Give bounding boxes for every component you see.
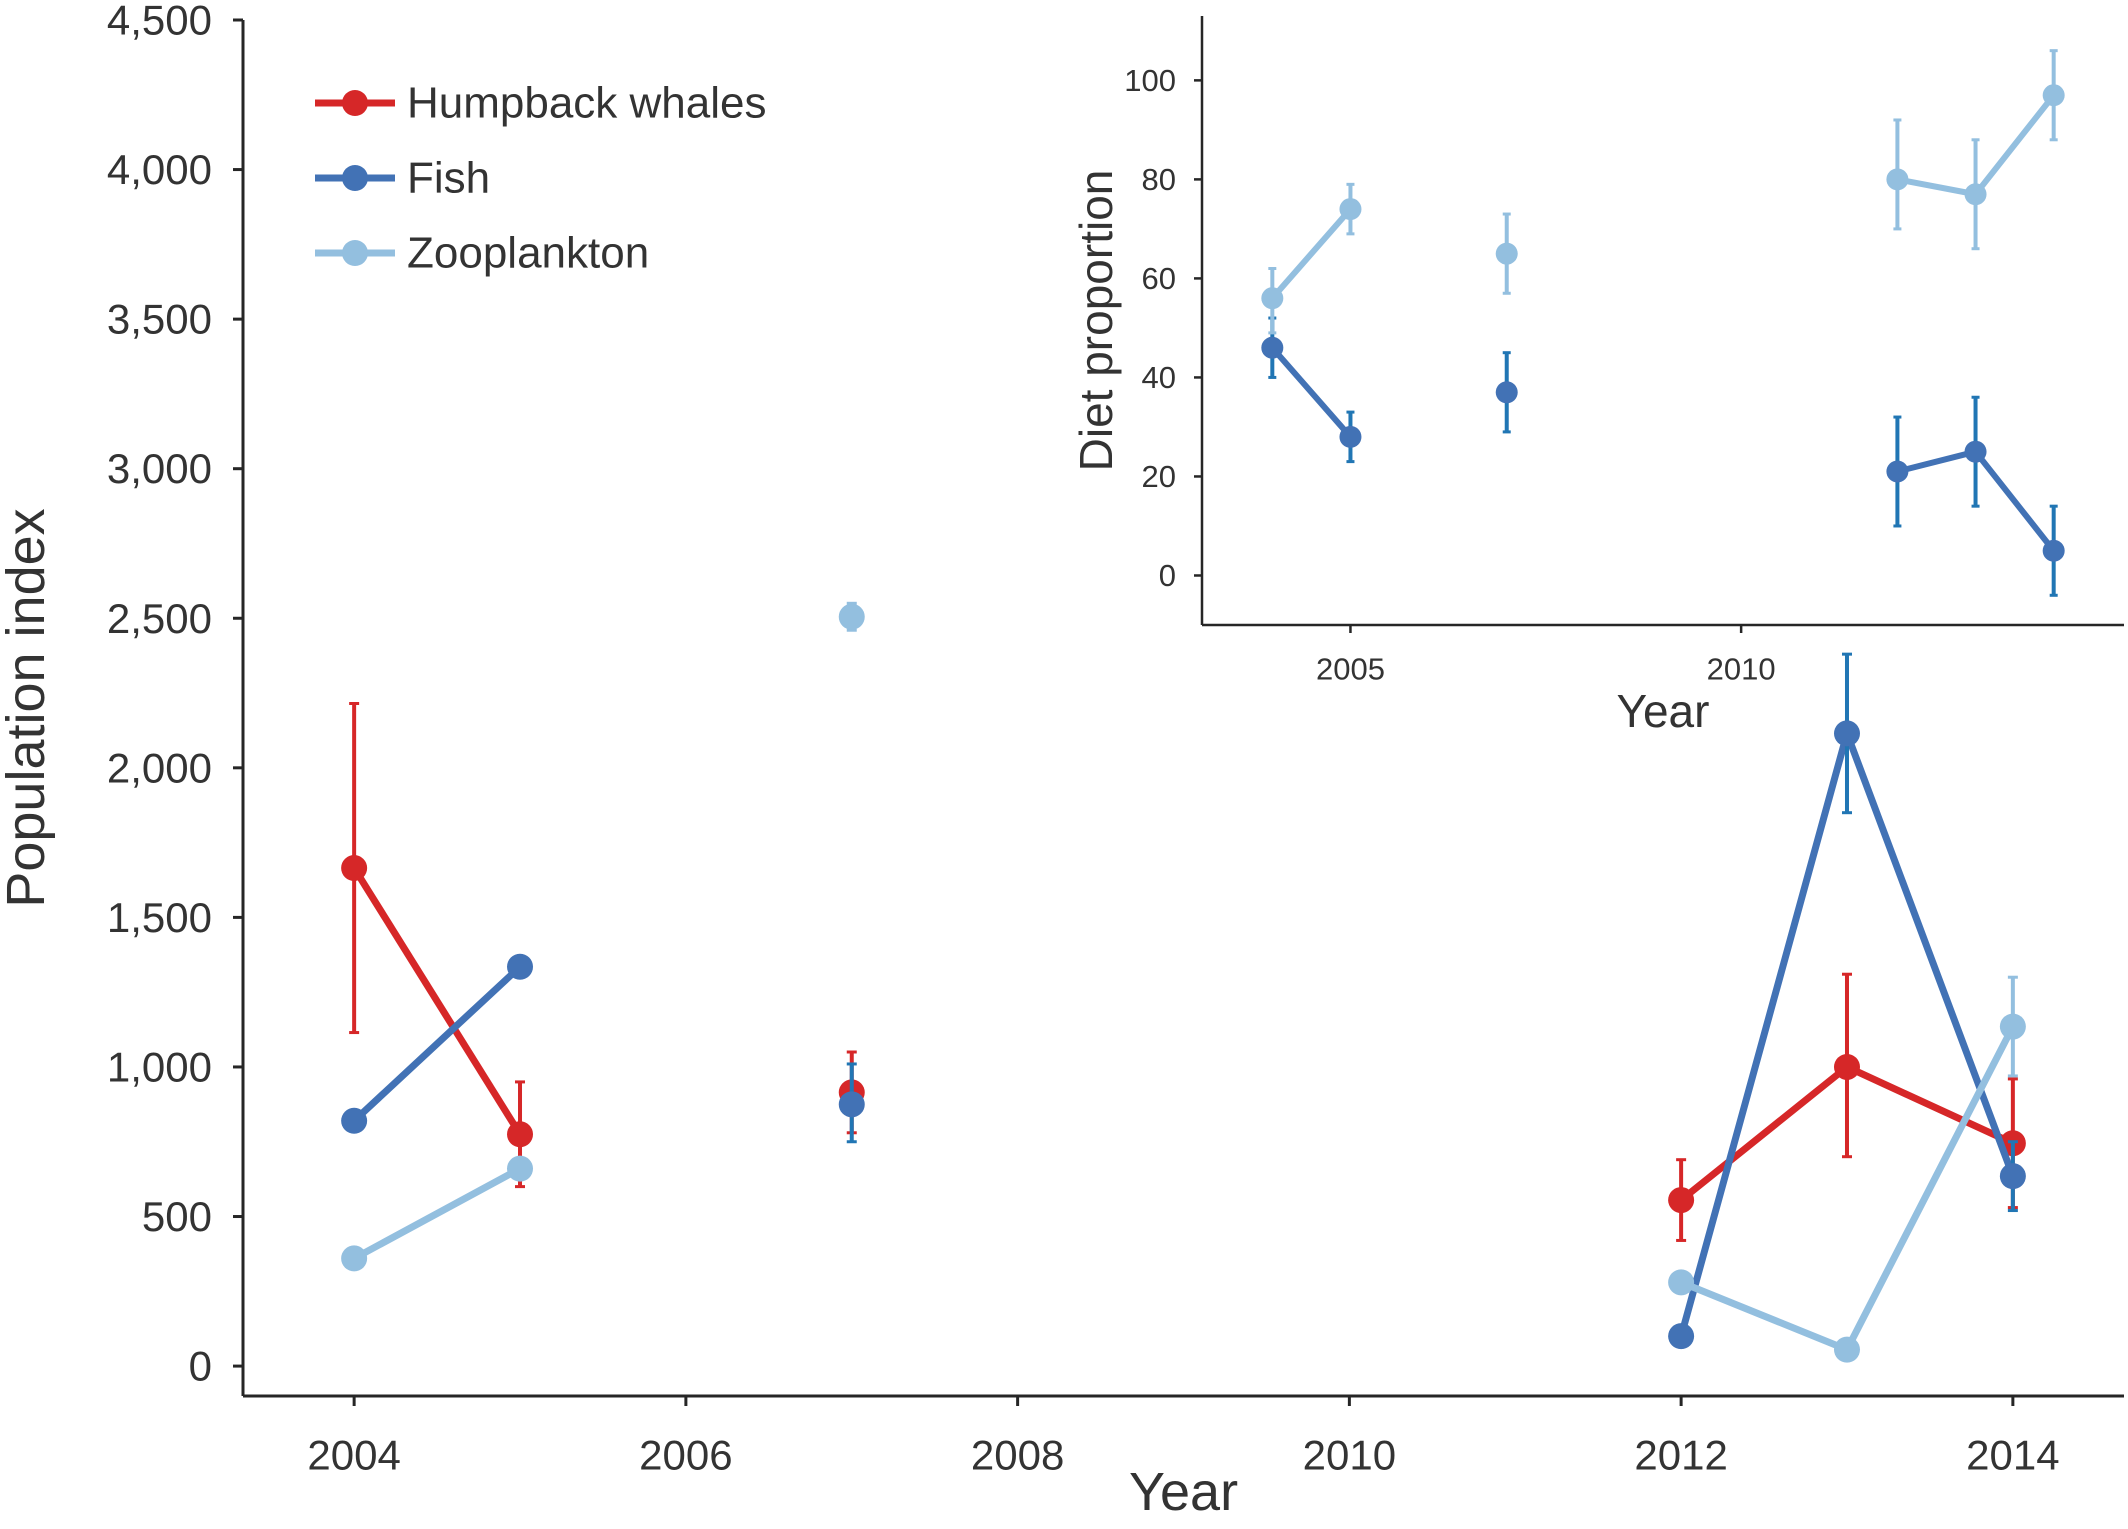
inset-line-segment-fish (1972, 448, 2057, 554)
inset-point-fish (1964, 440, 1987, 463)
main-line-segment-zooplankton (1843, 1023, 2017, 1354)
inset-y-tick-label: 60 (1142, 261, 1176, 296)
legend: Humpback whales Fish Zooplankton (315, 79, 767, 278)
main-line-segment-zooplankton (350, 1165, 524, 1262)
main-line-segment-humpback-whales (350, 864, 524, 1138)
main-y-tick-label: 0 (189, 1343, 212, 1390)
main-point-zooplankton (1668, 1269, 1695, 1296)
main-y-tick-label: 2,500 (107, 595, 212, 642)
main-series-zooplankton (341, 601, 2026, 1363)
main-line-segment-humpback-whales (1843, 1063, 2017, 1147)
inset-point-zooplankton (1261, 287, 1284, 310)
main-point-fish (1668, 1323, 1695, 1350)
main-x-axis-title: Year (1129, 1462, 1238, 1522)
inset-y-tick-label: 0 (1159, 558, 1176, 593)
inset-line-segment-fish (1269, 344, 1354, 440)
main-y-axis-title: Population index (0, 508, 56, 907)
main-y-tick-label: 2,000 (107, 744, 212, 791)
main-point-humpback-whales (1833, 1053, 1860, 1080)
main-point-humpback-whales (507, 1121, 534, 1148)
inset-line-segment-zooplankton (1972, 92, 2057, 198)
main-x-tick-label: 2012 (1634, 1432, 1727, 1479)
inset-point-zooplankton (1339, 198, 1362, 221)
main-point-zooplankton (1833, 1336, 1860, 1363)
inset-line-segment-zooplankton (1269, 206, 1354, 302)
inset-y-axis-title: Diet proportion (1070, 170, 1122, 472)
legend-marker-humpback-whales (342, 90, 368, 116)
inset-series-fish (1261, 316, 2065, 597)
main-line-segment-humpback-whales (1677, 1063, 1851, 1204)
main-y-tick-label: 3,000 (107, 445, 212, 492)
inset-x-tick-label: 2010 (1707, 652, 1776, 687)
inset-point-zooplankton (1964, 183, 1987, 206)
main-y-tick-label: 3,500 (107, 296, 212, 343)
legend-label-zooplankton: Zooplankton (407, 229, 649, 278)
main-x-tick-label: 2006 (639, 1432, 732, 1479)
inset-line-segment-zooplankton (1894, 176, 1979, 198)
inset-point-fish (1261, 336, 1284, 359)
main-point-fish (1833, 720, 1860, 747)
main-line-segment-zooplankton (1677, 1278, 1851, 1354)
inset-point-fish (2042, 539, 2065, 562)
inset-point-fish (1339, 425, 1362, 448)
main-point-zooplankton (1999, 1013, 2026, 1040)
main-point-humpback-whales (1668, 1187, 1695, 1214)
main-x-tick-label: 2004 (307, 1432, 400, 1479)
main-y-tick-label: 4,000 (107, 146, 212, 193)
main-line-segment-fish (1677, 729, 1851, 1340)
inset-series-zooplankton (1261, 49, 2065, 335)
inset-point-fish (1886, 460, 1909, 483)
inset-point-zooplankton (1886, 168, 1909, 191)
main-x-tick-label: 2014 (1966, 1432, 2059, 1479)
main-series-fish (341, 652, 2026, 1350)
main-point-zooplankton (507, 1155, 534, 1182)
main-point-zooplankton (838, 603, 865, 630)
inset-x-axis-title: Year (1617, 685, 1710, 737)
main-point-humpback-whales (341, 855, 368, 882)
main-line-segment-fish (1843, 729, 2017, 1180)
main-y-tick-label: 4,500 (107, 0, 212, 44)
main-point-zooplankton (341, 1245, 368, 1272)
inset-y-tick-label: 40 (1142, 360, 1176, 395)
legend-marker-zooplankton (342, 240, 368, 266)
main-y-tick-label: 500 (142, 1193, 212, 1240)
inset-y-tick-label: 100 (1124, 63, 1176, 98)
main-y-tick-label: 1,500 (107, 894, 212, 941)
legend-label-humpback-whales: Humpback whales (407, 79, 767, 128)
main-point-fish (341, 1107, 368, 1134)
inset-point-fish (1495, 381, 1518, 404)
inset-line-segment-fish (1894, 448, 1979, 475)
inset-point-zooplankton (1495, 242, 1518, 265)
main-x-tick-label: 2010 (1303, 1432, 1396, 1479)
main-x-tick-label: 2008 (971, 1432, 1064, 1479)
main-point-fish (1999, 1163, 2026, 1190)
main-point-fish (838, 1091, 865, 1118)
inset-x-tick-label: 2005 (1316, 652, 1385, 687)
legend-label-fish: Fish (407, 154, 490, 203)
inset-y-tick-label: 20 (1142, 459, 1176, 494)
inset-point-zooplankton (2042, 84, 2065, 107)
legend-marker-fish (342, 165, 368, 191)
main-y-tick-label: 1,000 (107, 1043, 212, 1090)
main-line-segment-fish (350, 963, 524, 1125)
main-point-fish (507, 953, 534, 980)
inset-y-tick-label: 80 (1142, 162, 1176, 197)
